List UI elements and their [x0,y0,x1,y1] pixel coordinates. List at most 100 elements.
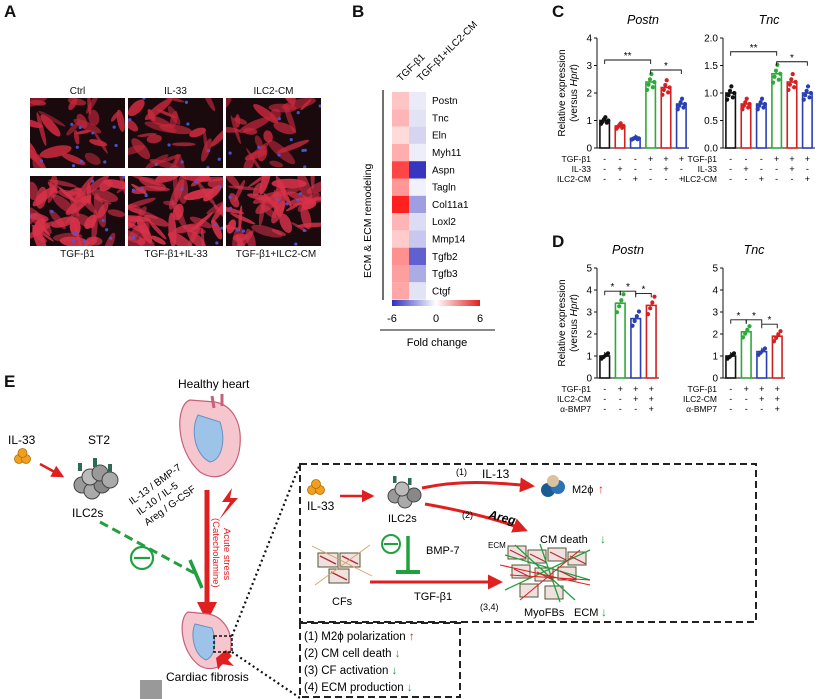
data-point [771,80,776,85]
myofbs-label: MyoFBs [524,607,565,619]
chart-title: Postn [627,13,659,27]
panel-a-label: A [4,2,17,21]
heatmap-gene-label: Tgfb3 [432,269,458,280]
macrophage-icon [541,475,565,497]
schematic-ilc2s-label: ILC2s [72,506,103,520]
significance-bracket [745,319,763,324]
data-point [792,85,797,90]
data-point [804,88,809,93]
il33-molecule-icon [14,448,31,464]
y-tick-label: 5 [586,264,592,275]
data-point [682,101,687,107]
data-point [650,300,655,305]
condition-sign: - [603,394,606,404]
summary-box [299,622,461,698]
zoom-region-box [213,635,233,653]
y-tick-label: 3 [586,308,592,319]
y-tick-label: 2 [586,89,592,100]
heatmap-cell [392,247,409,265]
data-point [762,346,768,351]
condition-row-label: α-BMP7 [686,404,717,414]
data-point [603,115,608,120]
data-point [648,306,653,311]
heatmap-gene-label: Col11a1 [432,200,469,211]
y-tick-label: 1 [586,116,592,127]
data-point [678,100,683,105]
condition-row-label: ILC2-CM [683,174,717,184]
condition-sign: - [775,174,778,184]
condition-sign: + [789,164,794,174]
cfs-label: CFs [332,596,353,608]
condition-row-label: α-BMP7 [560,404,591,414]
data-point [605,351,611,356]
y-tick-label: 2 [712,330,718,341]
heatmap-cell [392,265,409,283]
data-point [679,96,685,101]
summary-item-3: (3) CF activation ↓ [304,665,397,677]
panel-d-label: D [552,232,565,251]
condition-sign: - [745,174,748,184]
schematic-il33-label: IL-33 [8,433,36,447]
data-point [774,335,779,340]
condition-sign: + [775,404,780,414]
condition-sign: - [745,154,748,164]
data-point [776,77,781,82]
data-point [801,97,806,102]
condition-sign: - [634,164,637,174]
y-tick-label: 0 [712,374,718,385]
condition-sign: - [791,174,794,184]
condition-sign: - [729,404,732,414]
y-tick-label: 4 [586,34,592,45]
heatmap-cell [392,126,409,144]
heatmap-gene-label: Postn [432,96,458,107]
y-tick-label: 1.5 [704,61,718,72]
condition-sign: + [649,404,654,414]
condition-sign: - [665,174,668,184]
m2-up-arrow: ↑ [598,482,604,496]
inhibitory-bar [188,559,204,589]
condition-sign: + [789,154,794,164]
heatmap-scale-tick-mid: 0 [433,313,439,325]
significance-bracket [635,292,652,298]
data-point [634,314,639,319]
bar [614,302,626,379]
data-point [730,95,735,100]
condition-sign: - [729,154,732,164]
data-point [725,97,730,102]
micrograph-bottom-label-tgfb1: TGF-β1 [60,249,95,260]
condition-sign: - [603,164,606,174]
mechanism-detail-box [299,463,757,623]
path1-number: (1) [456,467,467,477]
acute-stress-label: Acute stress [221,528,232,581]
y-tick-label: 2 [586,330,592,341]
y-axis-sublabel: (versus Hprt) [569,64,580,122]
significance-bracket [761,323,778,329]
y-tick-label: 0.5 [704,116,718,127]
box-ilc2-cluster-icon [387,476,422,509]
micrograph-bottom-label-tgfb1-ilc2cm: TGF-β1+ILC2-CM [235,249,317,260]
num34-label: (3,4) [480,602,499,612]
heatmap-cell [409,109,426,127]
significance-star: * [626,282,630,293]
condition-sign: + [633,394,638,404]
micrograph-image [226,98,321,168]
healthy-heart-icon [179,394,241,478]
data-point [666,90,671,95]
myofibroblast-cluster-icon [499,543,591,603]
panel-c-charts: Relative expression (versus Hprt) Postn 0 1 2… [557,13,815,184]
condition-sign: - [619,394,622,404]
y-axis-label: Relative expression [557,49,568,136]
data-point [747,324,752,329]
heatmap-cell [409,230,426,248]
condition-sign: + [663,154,668,164]
data-point [762,101,767,107]
y-tick-label: 0 [586,144,592,155]
condition-row-label: ILC2-CM [557,394,591,404]
inhibitory-dashed-line [99,520,197,576]
condition-sign: + [633,384,638,394]
summary-item-1: (1) M2ϕ polarization ↑ [304,631,415,643]
catecholamine-label: (Catecholamine) [210,518,221,588]
heatmap-gene-label: Loxl2 [432,217,456,228]
y-tick-label: 0 [586,374,592,385]
significance-star: ** [750,43,758,54]
